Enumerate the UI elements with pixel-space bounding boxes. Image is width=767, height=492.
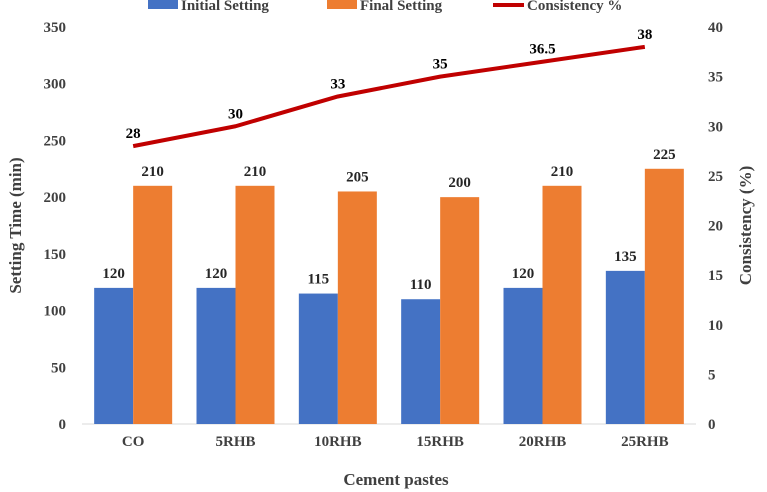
category-label: 10RHB	[314, 434, 362, 450]
data-label-initial: 115	[307, 272, 329, 288]
y-tick-label: 200	[44, 190, 67, 206]
data-label-final: 205	[346, 169, 369, 185]
data-label-initial: 120	[102, 266, 125, 282]
data-label-final: 210	[244, 164, 267, 180]
consistency-line	[132, 44, 646, 149]
legend-swatch-initial	[148, 0, 178, 9]
y2-tick-label: 0	[708, 417, 716, 433]
bar-initial	[298, 293, 338, 424]
bar-initial	[401, 299, 441, 424]
y2-tick-label: 25	[708, 169, 723, 185]
category-label: CO	[122, 434, 145, 450]
bar-final	[337, 191, 377, 424]
bar-final	[542, 185, 582, 424]
y-tick-label: 150	[44, 247, 67, 263]
data-label-final: 210	[141, 164, 164, 180]
bars	[94, 168, 684, 424]
bar-final	[133, 185, 173, 424]
bar-initial	[605, 270, 645, 424]
bar-initial	[503, 287, 543, 424]
legend-label-initial: Initial Setting	[181, 0, 269, 14]
right-axis-ticks: 0 5 10 15 20 25 30 35 40	[708, 20, 723, 433]
y-tick-label: 0	[59, 417, 67, 433]
data-label-consistency: 30	[228, 106, 243, 122]
y-tick-label: 250	[44, 133, 67, 149]
x-axis-title: Cement pastes	[343, 470, 449, 489]
y2-tick-label: 5	[708, 367, 716, 383]
legend-label-consistency: Consistency %	[527, 0, 622, 14]
y-tick-label: 100	[44, 304, 67, 320]
data-label-final: 210	[551, 164, 574, 180]
y2-tick-label: 30	[708, 119, 723, 135]
category-label: 5RHB	[215, 434, 255, 450]
data-label-consistency: 35	[433, 57, 448, 73]
category-labels: CO 5RHB 10RHB 15RHB 20RHB 25RHB	[122, 434, 669, 450]
data-label-consistency: 33	[330, 76, 345, 92]
data-label-consistency: 38	[637, 27, 652, 43]
category-label: 20RHB	[519, 434, 567, 450]
bar-final	[235, 185, 275, 424]
consistency-line-group: 28 30 33 35 36.5 38	[126, 27, 652, 149]
bar-data-labels: 120 210 120 210 115 205 110 200 120 210 135 225	[102, 147, 675, 293]
bar-final	[644, 168, 684, 424]
legend-label-final: Final Setting	[360, 0, 443, 14]
legend: Initial Setting Final Setting Consistenc…	[148, 0, 622, 14]
legend-swatch-final	[327, 0, 357, 9]
bar-initial	[196, 287, 236, 424]
y-axis-title: Setting Time (min)	[6, 157, 25, 293]
y2-tick-label: 15	[708, 268, 723, 284]
y2-tick-label: 20	[708, 219, 723, 235]
data-label-initial: 135	[614, 249, 637, 265]
left-axis-ticks: 0 50 100 150 200 250 300 350	[44, 20, 67, 433]
category-label: 25RHB	[621, 434, 669, 450]
y-tick-label: 50	[51, 360, 66, 376]
data-label-consistency: 28	[126, 126, 141, 142]
y2-tick-label: 40	[708, 20, 723, 36]
y2-tick-label: 35	[708, 70, 723, 86]
bar-final	[440, 197, 480, 424]
data-label-consistency: 36.5	[529, 42, 555, 58]
data-label-initial: 110	[410, 277, 432, 293]
y-tick-label: 300	[44, 77, 67, 93]
y2-axis-title: Consistency (%)	[736, 166, 755, 285]
category-label: 15RHB	[416, 434, 464, 450]
data-label-initial: 120	[512, 266, 535, 282]
y2-tick-label: 10	[708, 318, 723, 334]
data-label-final: 225	[653, 147, 676, 163]
data-label-final: 200	[448, 175, 471, 191]
data-label-initial: 120	[205, 266, 228, 282]
y-tick-label: 350	[44, 20, 67, 36]
bar-initial	[94, 287, 134, 424]
